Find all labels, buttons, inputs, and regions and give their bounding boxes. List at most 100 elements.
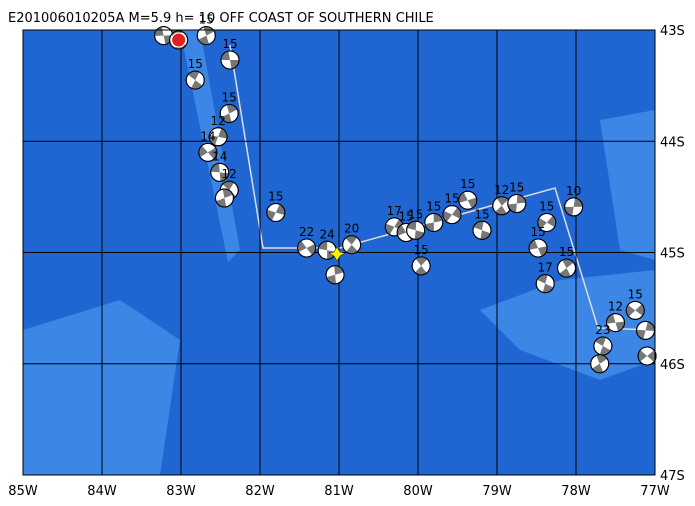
beachball-edge [472, 220, 492, 240]
focal-mechanism: 15 [442, 192, 462, 225]
depth-label: 15 [559, 245, 574, 259]
depth-label: 23 [595, 323, 610, 337]
focal-mechanism: 20 [342, 222, 362, 255]
compression-quadrant [442, 207, 461, 222]
beachball-edge [424, 212, 444, 232]
compression-quadrant [592, 354, 608, 373]
beachball-edge [537, 212, 557, 232]
depth-label: 15 [628, 287, 643, 301]
compression-quadrant [507, 194, 526, 213]
depth-label: 22 [299, 225, 314, 239]
compression-quadrant [537, 215, 556, 230]
depth-label: 14 [212, 149, 227, 163]
compression-quadrant [559, 259, 574, 278]
compression-quadrant [537, 274, 554, 293]
compression-quadrant [216, 189, 233, 207]
compression-quadrant [458, 192, 477, 209]
focal-mechanism: 15 [424, 199, 444, 232]
beachball-edge [507, 194, 527, 214]
focal-mechanism: 15 [537, 199, 557, 232]
depth-label: 15 [222, 37, 237, 51]
focal-mechanism: 14 [210, 149, 230, 182]
beachball-edge [266, 202, 286, 222]
compression-quadrant [297, 240, 316, 256]
beachball-edge [606, 313, 625, 333]
compression-quadrant [425, 213, 443, 232]
lon-label: 80W [403, 484, 433, 499]
compression-quadrant [473, 221, 491, 240]
focal-mechanism [154, 26, 174, 46]
depth-label: 12 [494, 183, 509, 197]
focal-mechanism: 15 [528, 225, 548, 258]
map-title: E201006010205A M=5.9 h= 10 OFF COAST OF … [8, 11, 434, 26]
lat-label: 43S [660, 24, 685, 39]
compression-quadrant [415, 256, 428, 275]
focal-mechanism: 10 [564, 184, 584, 217]
lon-label: 77W [640, 484, 670, 499]
compression-quadrant [495, 196, 509, 215]
main-event [171, 32, 187, 48]
lon-label: 79W [482, 484, 512, 499]
depth-label: 12 [608, 300, 623, 314]
compression-quadrant [210, 163, 229, 182]
focal-mechanism [325, 265, 345, 285]
compression-quadrant [564, 198, 583, 216]
focal-mechanism: 12 [492, 183, 512, 216]
beachball-edge [528, 238, 548, 258]
compression-quadrant [188, 71, 203, 90]
focal-mechanism: 23 [593, 323, 613, 356]
lon-label: 85W [8, 484, 38, 499]
depth-label: 15 [530, 225, 545, 239]
beachball-edge [196, 26, 216, 46]
beachball-edge [564, 197, 584, 217]
epicenter [328, 246, 346, 262]
beachball-edge [198, 142, 218, 162]
depth-label: 17 [538, 261, 553, 275]
compression-quadrant [626, 304, 645, 317]
beachball-edge [590, 354, 610, 374]
beachball-edge [297, 238, 317, 258]
focal-mechanism: 15 [625, 287, 645, 320]
focal-mechanism: 15 [507, 181, 527, 214]
beachball-edge [169, 30, 189, 50]
compression-quadrant [266, 204, 285, 221]
depth-label: 15 [199, 13, 214, 27]
lat-label: 46S [660, 358, 685, 373]
beachball-edge [411, 256, 431, 276]
depth-label: 15 [399, 209, 414, 223]
depth-label: 15 [444, 192, 459, 206]
compression-quadrant [198, 26, 215, 45]
focal-mechanism: 15 [557, 245, 577, 278]
beachball-edge [458, 190, 478, 210]
lat-label: 45S [660, 247, 685, 262]
beachball-edge [210, 162, 230, 182]
depth-label: 15 [539, 199, 554, 213]
compression-quadrant [221, 51, 240, 69]
beachball-edge [637, 346, 657, 366]
lon-label: 81W [324, 484, 354, 499]
compression-quadrant [326, 265, 344, 284]
focal-mechanism: 15 [472, 207, 492, 240]
focal-mechanism: 15 [406, 207, 426, 240]
focal-mechanism: 15 [196, 13, 216, 46]
depth-label: 20 [344, 222, 359, 236]
focal-mechanism: 17 [384, 204, 404, 237]
focal-mechanism: 22 [297, 225, 317, 258]
compression-quadrant [638, 350, 657, 362]
focal-mechanism: 15 [220, 37, 240, 70]
depth-label: 14 [200, 129, 215, 143]
compression-quadrant [154, 26, 173, 45]
map-frame [22, 29, 656, 476]
depth-label: 15 [268, 189, 283, 203]
focal-mechanism: 15 [458, 177, 478, 210]
beachball-edge [535, 274, 555, 294]
beachball-edge [214, 188, 234, 208]
beachball-edge [325, 265, 345, 285]
compression-quadrant [221, 104, 238, 123]
lon-label: 83W [166, 484, 196, 499]
focal-mechanism [637, 346, 657, 366]
compression-quadrant [606, 314, 625, 332]
depth-label: 24 [320, 227, 335, 241]
lon-label: 82W [245, 484, 275, 499]
